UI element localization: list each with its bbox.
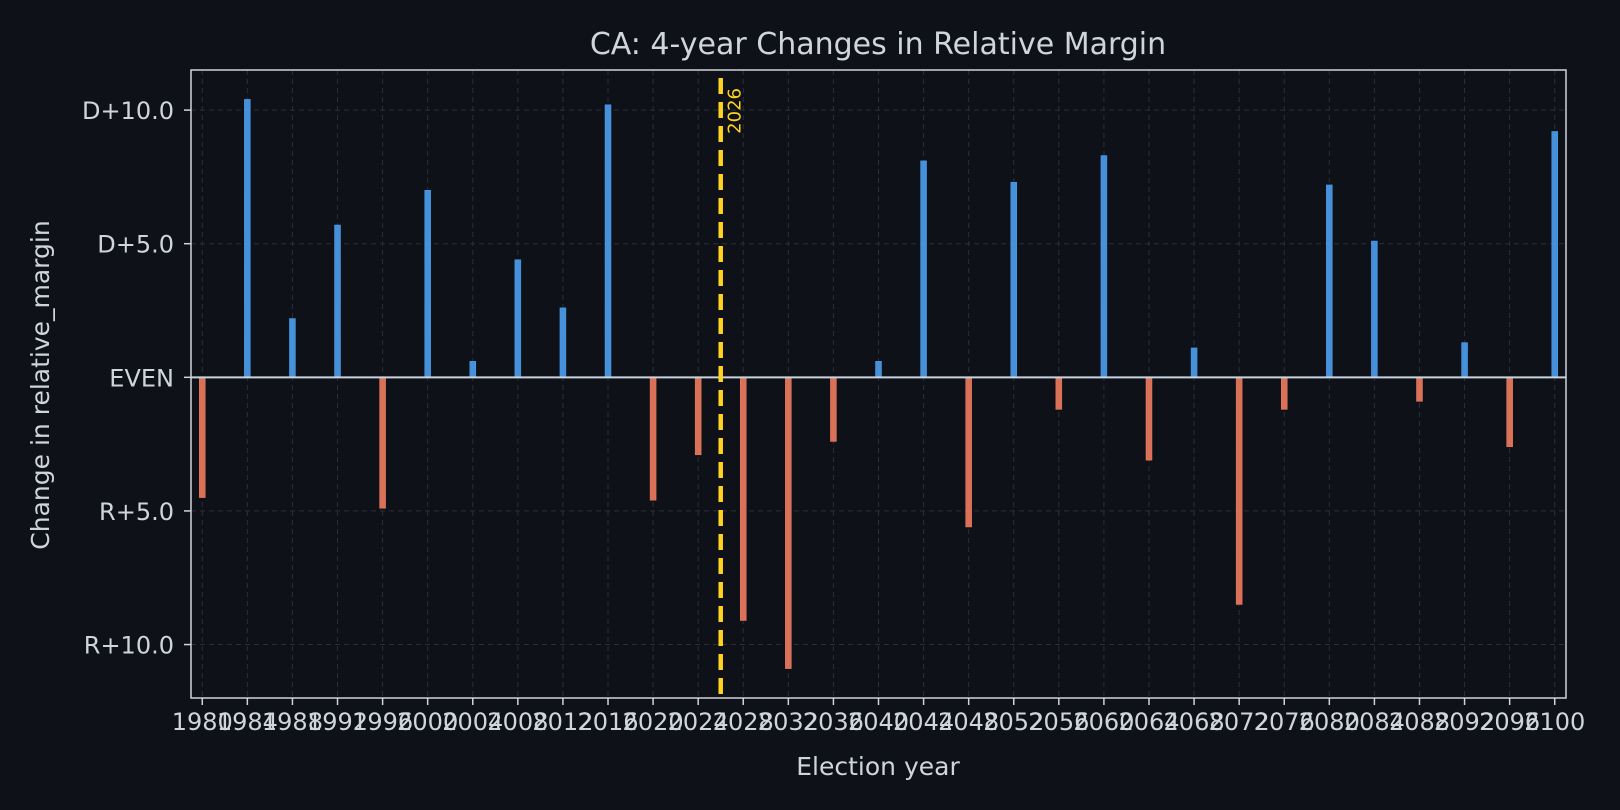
chart-title: CA: 4-year Changes in Relative Margin bbox=[590, 27, 1166, 62]
bar-2044 bbox=[920, 160, 927, 378]
ticks-layer: D+10.0D+5.0EVENR+5.0R+10.019801984198819… bbox=[82, 97, 1585, 736]
bar-2060 bbox=[1100, 155, 1108, 378]
x-tick-label: 1996 bbox=[352, 708, 413, 736]
y-tick-label: R+10.0 bbox=[84, 632, 174, 660]
x-tick-label: 1984 bbox=[217, 708, 278, 736]
x-tick-label: 2000 bbox=[397, 708, 458, 736]
x-tick-label: 2044 bbox=[893, 708, 954, 736]
x-tick-label: 1992 bbox=[307, 708, 368, 736]
bar-2064 bbox=[1145, 377, 1153, 461]
x-tick-label: 2076 bbox=[1254, 708, 1315, 736]
x-tick-label: 2060 bbox=[1073, 708, 1134, 736]
x-tick-label: 2040 bbox=[848, 708, 909, 736]
bar-2024 bbox=[694, 377, 702, 456]
bar-2068 bbox=[1190, 347, 1198, 378]
bar-1984 bbox=[244, 99, 251, 378]
bar-2028 bbox=[740, 377, 747, 621]
x-tick-label: 2008 bbox=[487, 708, 548, 736]
y-tick-label: D+10.0 bbox=[82, 97, 174, 125]
x-tick-label: 2084 bbox=[1344, 708, 1405, 736]
y-tick-label: R+5.0 bbox=[99, 498, 174, 526]
marker-layer: 2026 bbox=[718, 78, 746, 698]
x-tick-label: 2012 bbox=[532, 708, 593, 736]
x-tick-label: 2088 bbox=[1389, 708, 1450, 736]
bar-2084 bbox=[1371, 240, 1378, 378]
marker-label: 2026 bbox=[725, 88, 746, 134]
x-tick-label: 2096 bbox=[1479, 708, 1540, 736]
x-tick-label: 2004 bbox=[442, 708, 503, 736]
x-tick-label: 2020 bbox=[623, 708, 684, 736]
bar-1988 bbox=[289, 318, 296, 378]
bar-2072 bbox=[1235, 377, 1243, 605]
x-tick-label: 2028 bbox=[713, 708, 774, 736]
bar-2032 bbox=[785, 377, 792, 669]
bar-2036 bbox=[830, 377, 837, 442]
bar-2004 bbox=[469, 361, 477, 378]
bar-1980 bbox=[199, 377, 206, 498]
x-axis-label: Election year bbox=[796, 752, 960, 781]
grid-layer bbox=[191, 70, 1566, 698]
bars-layer bbox=[191, 99, 1566, 669]
x-tick-label: 2072 bbox=[1209, 708, 1270, 736]
bar-2052 bbox=[1010, 181, 1017, 378]
x-tick-label: 2056 bbox=[1028, 708, 1089, 736]
x-tick-label: 2092 bbox=[1434, 708, 1495, 736]
bar-2012 bbox=[559, 307, 567, 378]
bar-2092 bbox=[1461, 342, 1468, 378]
bar-2088 bbox=[1416, 377, 1423, 402]
x-tick-label: 1980 bbox=[172, 708, 233, 736]
x-tick-label: 1988 bbox=[262, 708, 323, 736]
x-tick-label: 2024 bbox=[668, 708, 729, 736]
bar-2008 bbox=[514, 259, 522, 378]
bar-1992 bbox=[334, 224, 341, 378]
bar-1996 bbox=[379, 377, 386, 509]
x-tick-label: 2064 bbox=[1118, 708, 1179, 736]
bar-2080 bbox=[1326, 184, 1333, 378]
y-tick-label: D+5.0 bbox=[97, 231, 174, 259]
x-tick-label: 2080 bbox=[1299, 708, 1360, 736]
bar-2096 bbox=[1506, 377, 1513, 448]
x-tick-label: 2068 bbox=[1164, 708, 1225, 736]
bar-2000 bbox=[424, 190, 431, 378]
x-tick-label: 2032 bbox=[758, 708, 819, 736]
y-axis-label: Change in relative_margin bbox=[26, 220, 55, 549]
bar-2100 bbox=[1551, 131, 1558, 378]
x-tick-label: 2016 bbox=[577, 708, 638, 736]
x-tick-label: 2048 bbox=[938, 708, 999, 736]
x-tick-label: 2036 bbox=[803, 708, 864, 736]
bar-2048 bbox=[965, 377, 972, 528]
y-tick-label: EVEN bbox=[109, 364, 174, 392]
bar-2056 bbox=[1055, 377, 1063, 410]
bar-2040 bbox=[875, 361, 882, 378]
bar-2076 bbox=[1280, 377, 1288, 410]
bar-2016 bbox=[604, 104, 612, 378]
x-tick-label: 2100 bbox=[1524, 708, 1585, 736]
bar-2020 bbox=[649, 377, 657, 501]
x-tick-label: 2052 bbox=[983, 708, 1044, 736]
